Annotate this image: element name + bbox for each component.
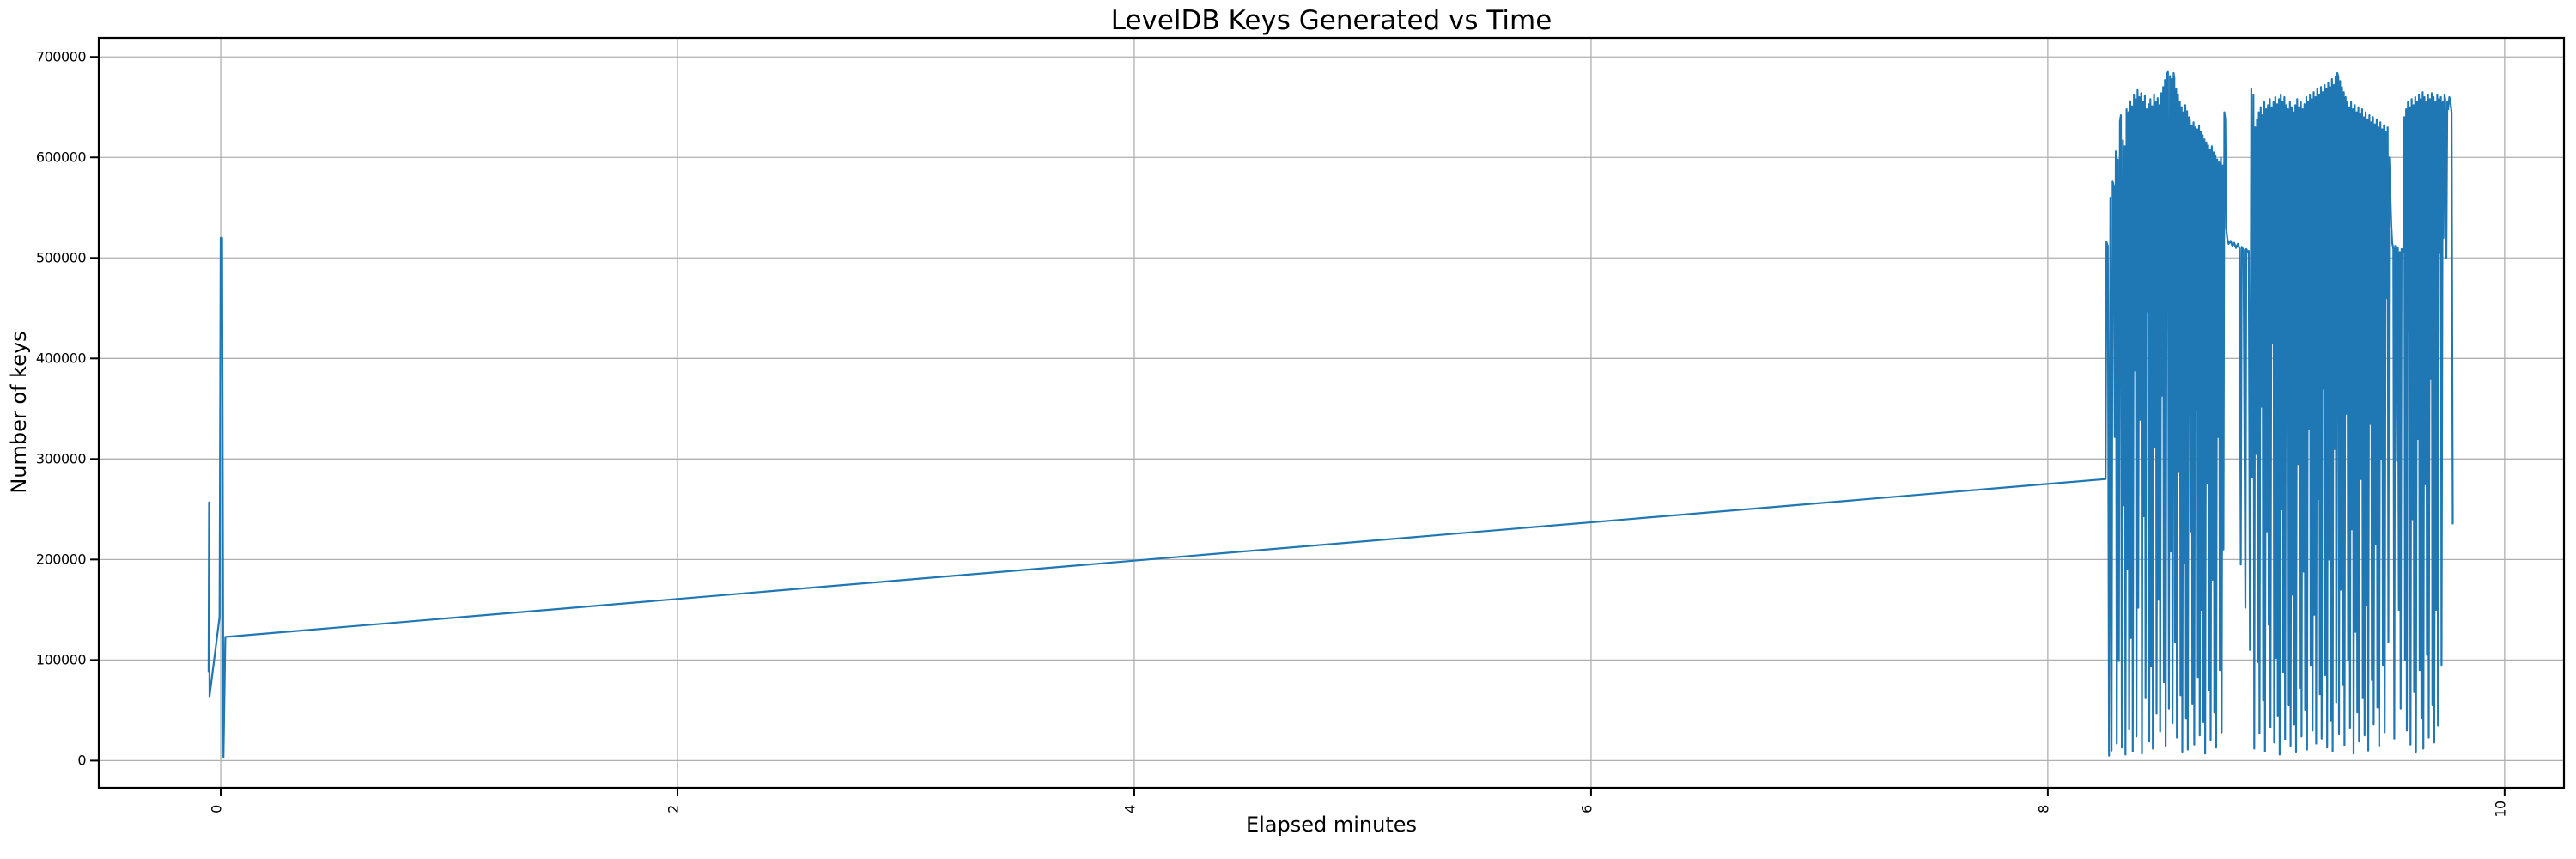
x-tick-label: 0	[208, 805, 225, 813]
y-tick-label: 500000	[35, 249, 87, 266]
y-tick-label: 600000	[35, 149, 87, 166]
y-tick-label: 100000	[35, 651, 87, 668]
x-axis-label: Elapsed minutes	[1245, 813, 1418, 837]
series-line-keys-generated	[207, 70, 2454, 759]
x-tick-label: 4	[1121, 805, 1139, 813]
y-tick-label: 400000	[35, 350, 87, 367]
x-tick-label: 8	[2035, 805, 2052, 813]
x-tick-label: 6	[1578, 805, 1595, 813]
y-tick-label: 200000	[35, 551, 87, 568]
y-tick-label: 700000	[35, 48, 87, 65]
y-tick-label: 300000	[35, 450, 87, 467]
x-tick-label: 10	[2492, 801, 2509, 818]
x-tick-label: 2	[665, 805, 682, 813]
y-tick-label: 0	[77, 752, 86, 769]
chart-title: LevelDB Keys Generated vs Time	[1110, 5, 1552, 36]
plot-border	[97, 36, 2566, 789]
